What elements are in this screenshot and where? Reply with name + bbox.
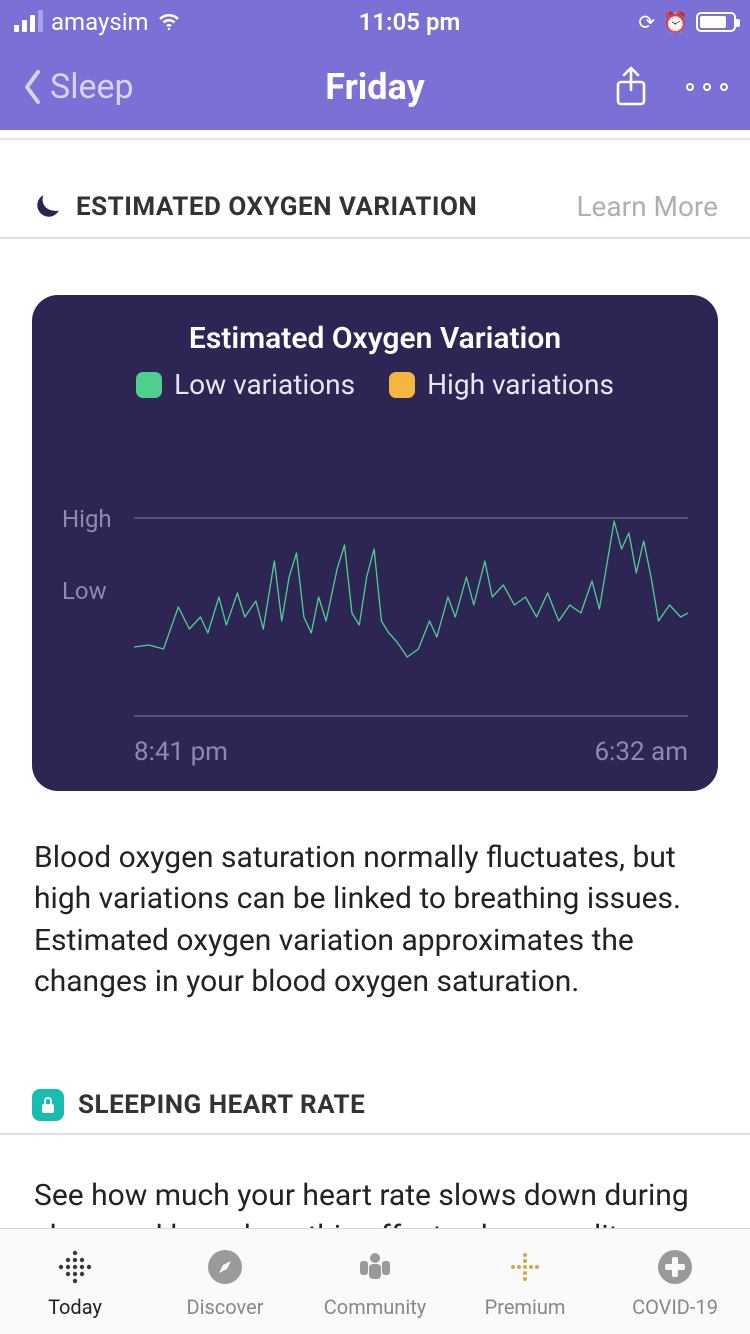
legend-high-label: High variations [427, 368, 614, 401]
status-bar: amaysim 11:05 pm ⟳ ⏰ [0, 0, 750, 44]
tab-today[interactable]: Today [0, 1229, 150, 1334]
alarm-icon: ⏰ [663, 10, 688, 34]
chart-legend: Low variations High variations [62, 368, 688, 401]
chart-plot-area: High Low [62, 517, 688, 717]
chart-title: Estimated Oxygen Variation [62, 321, 688, 356]
tab-label: Today [48, 1295, 102, 1319]
oxygen-chart-card: Estimated Oxygen Variation Low variation… [32, 295, 718, 791]
oxygen-section-header: ESTIMATED OXYGEN VARIATION Learn More [0, 140, 750, 239]
tab-community[interactable]: Community [300, 1229, 450, 1334]
today-icon [55, 1247, 95, 1287]
page-title: Friday [325, 66, 424, 108]
more-button[interactable] [686, 83, 728, 91]
legend-low-label: Low variations [174, 368, 355, 401]
moon-icon [32, 192, 62, 222]
community-icon [355, 1247, 395, 1287]
back-label: Sleep [50, 67, 134, 107]
heart-rate-section-header: SLEEPING HEART RATE [0, 1003, 750, 1135]
status-time: 11:05 pm [359, 8, 461, 36]
share-button[interactable] [614, 66, 648, 108]
tab-bar: Today Discover Community Premium COVID-1 [0, 1228, 750, 1334]
nav-bar: Sleep Friday [0, 44, 750, 130]
legend-high-swatch [389, 372, 415, 398]
signal-icon [14, 12, 43, 32]
oxygen-line-chart [134, 517, 688, 717]
wifi-icon [157, 10, 181, 34]
back-button[interactable]: Sleep [22, 67, 134, 107]
tab-discover[interactable]: Discover [150, 1229, 300, 1334]
tab-label: Discover [187, 1295, 264, 1319]
compass-icon [205, 1247, 245, 1287]
tab-premium[interactable]: Premium [450, 1229, 600, 1334]
battery-icon [696, 12, 736, 32]
premium-icon [505, 1247, 545, 1287]
carrier-label: amaysim [51, 8, 149, 36]
oxygen-section-title: ESTIMATED OXYGEN VARIATION [76, 192, 477, 222]
x-label-end: 6:32 am [594, 737, 688, 767]
rotation-lock-icon: ⟳ [638, 10, 655, 34]
tab-label: COVID-19 [632, 1295, 718, 1319]
plus-icon [655, 1247, 695, 1287]
y-label-high: High [62, 505, 112, 533]
oxygen-description: Blood oxygen saturation normally fluctua… [0, 791, 750, 1003]
y-label-low: Low [62, 577, 107, 605]
legend-low-swatch [136, 372, 162, 398]
x-label-start: 8:41 pm [134, 737, 228, 767]
learn-more-link[interactable]: Learn More [576, 190, 718, 223]
chevron-left-icon [22, 69, 44, 105]
tab-covid[interactable]: COVID-19 [600, 1229, 750, 1334]
lock-icon [32, 1089, 64, 1121]
tab-label: Premium [485, 1295, 566, 1319]
heart-rate-section-title: SLEEPING HEART RATE [78, 1090, 365, 1120]
tab-label: Community [324, 1295, 426, 1319]
